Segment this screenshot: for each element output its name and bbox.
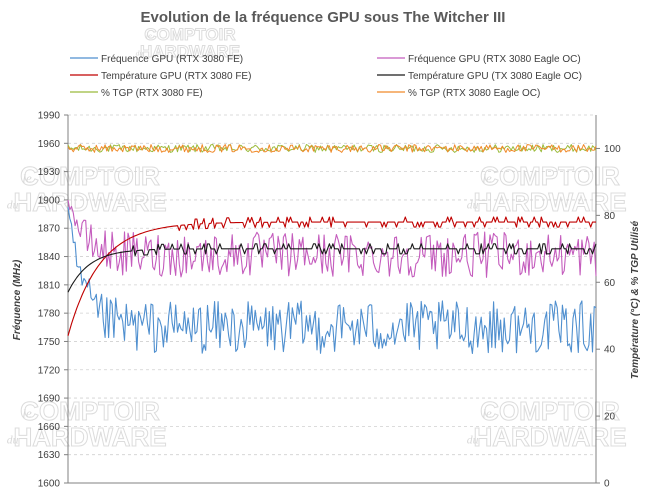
watermarks: COMPTOIRHARDWAREleduCOMPTOIRHARDWAREledu… xyxy=(7,25,627,453)
left-axis-title: Fréquence (MHz) xyxy=(12,259,23,340)
watermark-line2: HARDWARE xyxy=(140,42,240,61)
chart-title: Evolution de la fréquence GPU sous The W… xyxy=(141,9,506,26)
watermark-line1: COMPTOIR xyxy=(480,161,620,191)
left-tick-label: 1720 xyxy=(38,365,61,376)
watermark-line2: HARDWARE xyxy=(13,187,166,217)
legend-label-fe-freq: Fréquence GPU (RTX 3080 FE) xyxy=(101,54,243,65)
right-tick-label: 60 xyxy=(604,278,616,289)
watermark-prefix: le xyxy=(146,30,152,40)
watermark-prefix: le xyxy=(22,405,32,420)
watermark-mid: du xyxy=(467,198,479,211)
gridlines xyxy=(68,114,596,456)
right-tick-label: 0 xyxy=(604,479,610,490)
right-tick-label: 40 xyxy=(604,345,616,356)
left-tick-label: 1690 xyxy=(38,394,61,405)
legend-label-fe-tgp: % TGP (RTX 3080 FE) xyxy=(101,88,203,99)
left-tick-label: 1840 xyxy=(38,252,61,263)
watermark-mid: du xyxy=(136,48,144,57)
plot-series xyxy=(67,144,597,355)
legend-label-eagle-temp: Température GPU (TX 3080 Eagle OC) xyxy=(408,71,582,82)
watermark-mid: du xyxy=(7,198,19,211)
watermark-line2: HARDWARE xyxy=(473,187,626,217)
watermark-mid: du xyxy=(467,433,479,446)
series-line xyxy=(67,216,596,336)
left-tick-label: 1660 xyxy=(38,422,61,433)
series-line xyxy=(67,199,597,278)
watermark-prefix: le xyxy=(482,405,492,420)
legend-label-eagle-tgp: % TGP (RTX 3080 Eagle OC) xyxy=(408,88,540,99)
watermark-prefix: le xyxy=(22,170,32,185)
legend-label-eagle-freq: Fréquence GPU (RTX 3080 Eagle OC) xyxy=(408,54,581,65)
right-axis-title: Température (°C) & % TGP Utilisé xyxy=(630,220,641,379)
left-tick-label: 1960 xyxy=(38,139,61,150)
watermark-prefix: le xyxy=(482,170,492,185)
left-tick-label: 1780 xyxy=(38,309,61,320)
watermark-line1: COMPTOIR xyxy=(20,396,160,426)
left-tick-label: 1870 xyxy=(38,224,61,235)
watermark-line2: HARDWARE xyxy=(13,422,166,452)
left-tick-label: 1990 xyxy=(38,111,61,122)
left-tick-label: 1810 xyxy=(38,280,61,291)
left-tick-label: 1900 xyxy=(38,195,61,206)
series-line xyxy=(67,243,597,293)
watermark-mid: du xyxy=(7,433,19,446)
left-tick-label: 1630 xyxy=(38,450,61,461)
legend-label-fe-temp: Température GPU (RTX 3080 FE) xyxy=(101,71,251,82)
legend: Fréquence GPU (RTX 3080 FE) Fréquence GP… xyxy=(70,54,582,99)
left-tick-label: 1930 xyxy=(38,167,61,178)
right-tick-label: 20 xyxy=(604,412,616,423)
watermark-line1: COMPTOIR xyxy=(144,25,235,44)
series-line xyxy=(67,206,597,355)
watermark-line1: COMPTOIR xyxy=(480,396,620,426)
left-tick-label: 1750 xyxy=(38,337,61,348)
series-line xyxy=(67,144,597,153)
axes: 1600 1630 1660 1690 1720 1750 1780 1810 1840 1870… xyxy=(38,111,621,490)
right-tick-label: 80 xyxy=(604,211,616,222)
left-tick-label: 1600 xyxy=(38,479,61,490)
right-tick-label: 100 xyxy=(604,144,621,155)
watermark-line1: COMPTOIR xyxy=(20,161,160,191)
